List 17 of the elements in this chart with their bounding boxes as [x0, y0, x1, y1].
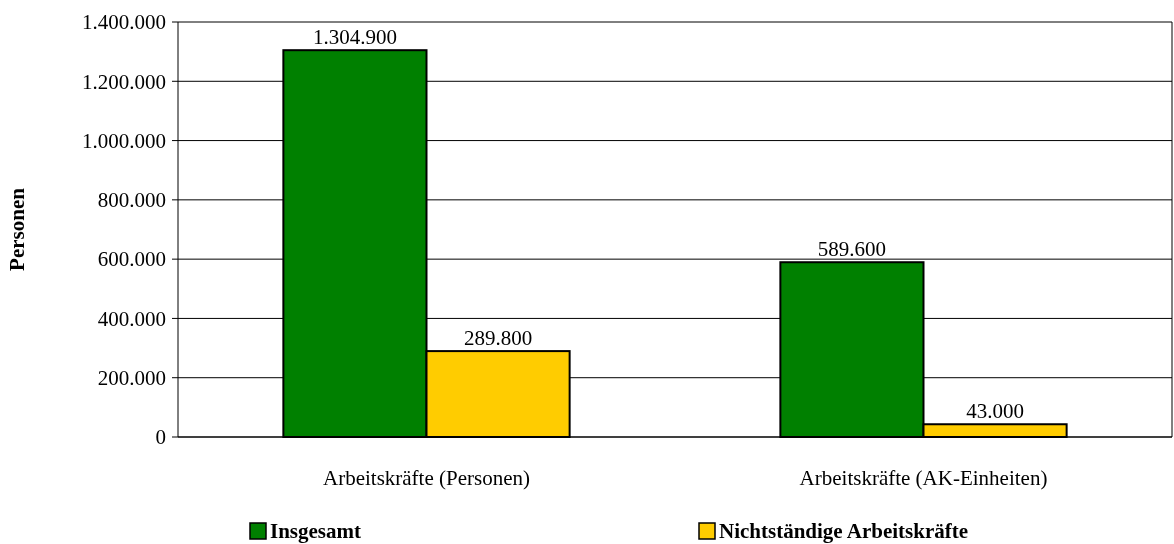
data-label: 43.000	[966, 399, 1024, 424]
y-tick-label: 800.000	[97, 188, 166, 213]
y-tick-label: 1.000.000	[82, 128, 166, 153]
data-label: 289.800	[463, 326, 533, 351]
y-tick-label: 600.000	[97, 247, 166, 272]
y-tick-label: 1.400.000	[82, 10, 166, 35]
y-axis-title: Personen	[5, 187, 29, 271]
data-label: 1.304.900	[312, 25, 397, 50]
y-tick-label: 1.200.000	[82, 69, 166, 94]
x-tick-label: Arbeitskräfte (Personen)	[322, 466, 531, 490]
x-tick-label: Arbeitskräfte (AK-Einheiten)	[799, 466, 1048, 490]
y-tick-label: 400.000	[97, 306, 166, 331]
y-tick-label: 200.000	[97, 366, 166, 391]
legend-label: Nichtständige Arbeitskräfte	[719, 519, 969, 543]
data-label: 589.600	[817, 237, 887, 262]
legend-label: Insgesamt	[270, 519, 362, 543]
y-tick-label: 0	[155, 425, 166, 450]
